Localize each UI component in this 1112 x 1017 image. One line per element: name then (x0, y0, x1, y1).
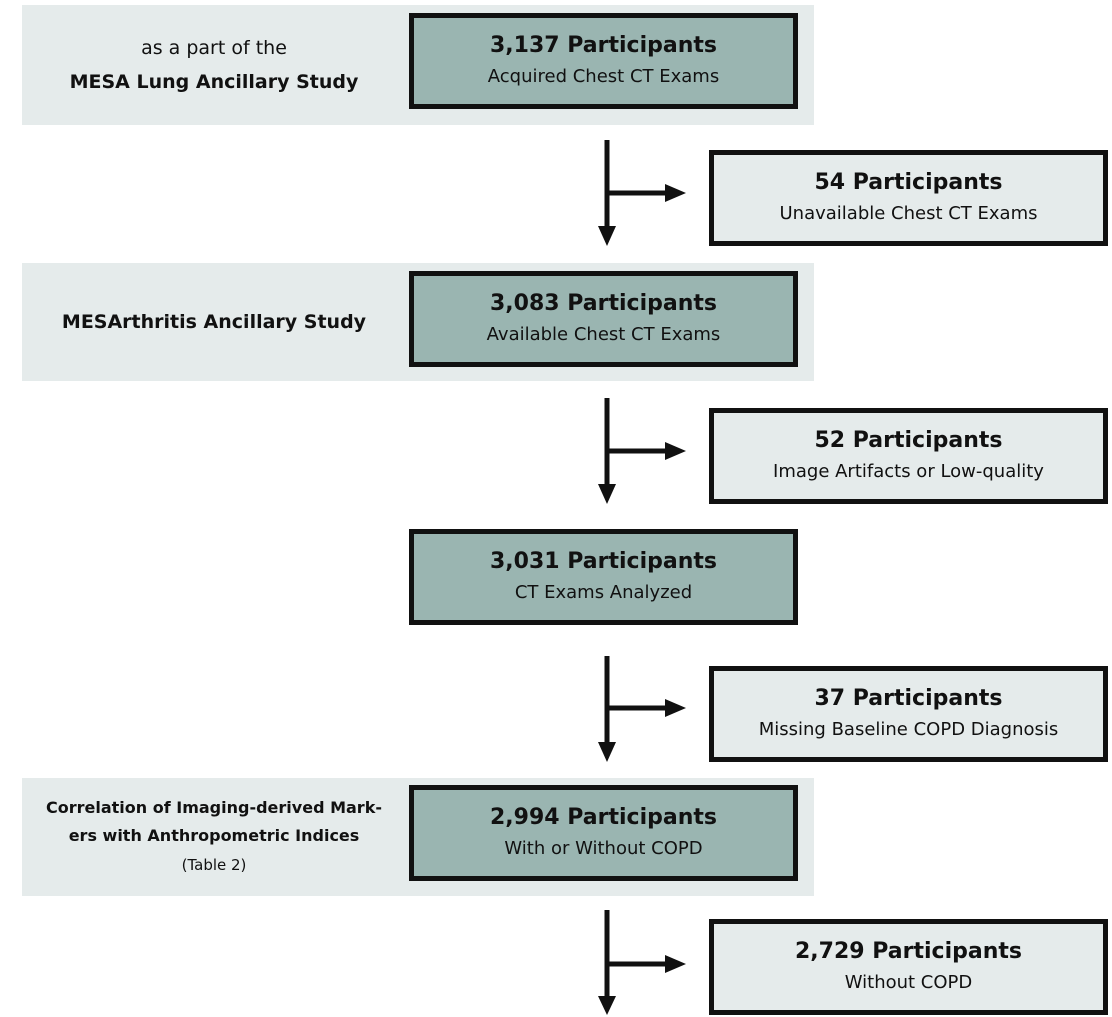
participant-count: 3,083 Participants (490, 291, 717, 316)
band-label-line2: MESA Lung Ancillary Study (69, 71, 359, 93)
right-arrow-head (665, 442, 686, 460)
box-description: CT Exams Analyzed (514, 582, 693, 603)
right-arrow-head (665, 955, 686, 973)
participant-count: 2,729 Participants (795, 939, 1022, 964)
band-label-line2: ers with Anthropometric Indices (68, 826, 360, 845)
main-box-analyzed: 3,031 Participants CT Exams Analyzed (409, 529, 798, 625)
box-description: Without COPD (844, 972, 973, 993)
main-box-acquired: 3,137 Participants Acquired Chest CT Exa… (409, 13, 798, 109)
box-description: Acquired Chest CT Exams (487, 66, 720, 87)
main-box-available: 3,083 Participants Available Chest CT Ex… (409, 271, 798, 367)
participant-count: 52 Participants (814, 428, 1003, 453)
participant-count: 3,031 Participants (490, 549, 717, 574)
box-description: Missing Baseline COPD Diagnosis (758, 719, 1059, 740)
exclusion-box-artifacts: 52 Participants Image Artifacts or Low-q… (709, 408, 1108, 504)
exclusion-box-missing-copd: 37 Participants Missing Baseline COPD Di… (709, 666, 1108, 762)
down-arrow-head (598, 226, 616, 246)
arrow-group-3 (598, 656, 686, 762)
down-arrow-head (598, 484, 616, 504)
band-label-correlation: Correlation of Imaging-derived Mark- ers… (22, 778, 406, 896)
exclusion-box-unavailable: 54 Participants Unavailable Chest CT Exa… (709, 150, 1108, 246)
participant-count: 37 Participants (814, 686, 1003, 711)
participant-count: 2,994 Participants (490, 805, 717, 830)
down-arrow-head (598, 742, 616, 762)
right-arrow-head (665, 184, 686, 202)
band-label-line1: as a part of the (141, 37, 287, 59)
arrow-group-2 (598, 398, 686, 504)
box-description: Image Artifacts or Low-quality (773, 461, 1044, 482)
band-label-mesarthritis: MESArthritis Ancillary Study (22, 263, 406, 381)
box-description: With or Without COPD (504, 838, 703, 859)
box-description: Unavailable Chest CT Exams (779, 203, 1038, 224)
arrow-group-4 (598, 910, 686, 1015)
band-label-line2: MESArthritis Ancillary Study (61, 311, 367, 333)
band-label-mesa-lung: as a part of the MESA Lung Ancillary Stu… (22, 5, 406, 125)
participant-count: 3,137 Participants (490, 33, 717, 58)
box-description: Available Chest CT Exams (486, 324, 721, 345)
band-label-line3: (Table 2) (181, 856, 247, 874)
exclusion-box-without-copd: 2,729 Participants Without COPD (709, 919, 1108, 1015)
main-box-copd: 2,994 Participants With or Without COPD (409, 785, 798, 881)
right-arrow-head (665, 699, 686, 717)
arrow-group-1 (598, 140, 686, 246)
band-label-line1: Correlation of Imaging-derived Mark- (46, 798, 382, 817)
participant-count: 54 Participants (814, 170, 1003, 195)
down-arrow-head (598, 996, 616, 1015)
